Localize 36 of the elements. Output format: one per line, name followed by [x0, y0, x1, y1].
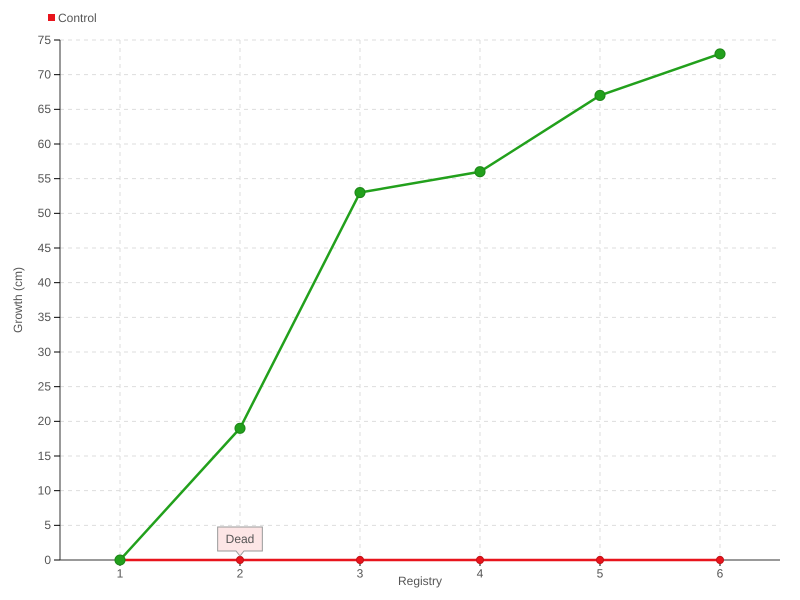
y-tick-label: 65 — [38, 102, 52, 116]
x-tick-label: 2 — [236, 566, 244, 581]
y-tick-label: 55 — [38, 172, 52, 186]
y-tick-label: 5 — [44, 518, 52, 532]
point — [474, 166, 486, 178]
x-tick-label: 3 — [356, 566, 364, 581]
y-tick-label: 60 — [38, 136, 52, 151]
point — [356, 556, 364, 564]
point — [596, 556, 604, 564]
point — [716, 556, 724, 564]
y-tick-label: 45 — [38, 240, 52, 255]
y-tick-label: 70 — [38, 68, 52, 82]
x-tick-label: 5 — [596, 566, 604, 581]
point — [234, 422, 246, 434]
x-tick-label: 6 — [716, 566, 724, 581]
y-tick-label: 75 — [38, 32, 52, 47]
x-tick-label: 4 — [476, 566, 484, 581]
y-tick-label: 50 — [38, 206, 52, 220]
point — [236, 556, 244, 564]
point — [354, 186, 366, 198]
legend-label: Control — [58, 11, 97, 25]
y-axis-title: Growth (cm) — [11, 266, 25, 333]
point — [714, 48, 726, 60]
y-tick-label: 35 — [38, 310, 52, 324]
y-tick-label: 25 — [38, 380, 52, 394]
y-tick-label: 10 — [38, 484, 52, 498]
annotation: Dead — [226, 532, 254, 546]
y-tick-label: 0 — [44, 552, 52, 567]
x-axis-title: Registry — [398, 574, 442, 588]
y-tick-label: 20 — [38, 414, 52, 428]
y-tick-label: 30 — [38, 344, 52, 359]
point — [594, 90, 606, 102]
y-tick-label: 15 — [38, 448, 52, 463]
point — [476, 556, 484, 564]
x-tick-label: 1 — [116, 566, 124, 581]
y-tick-label: 40 — [38, 276, 52, 290]
